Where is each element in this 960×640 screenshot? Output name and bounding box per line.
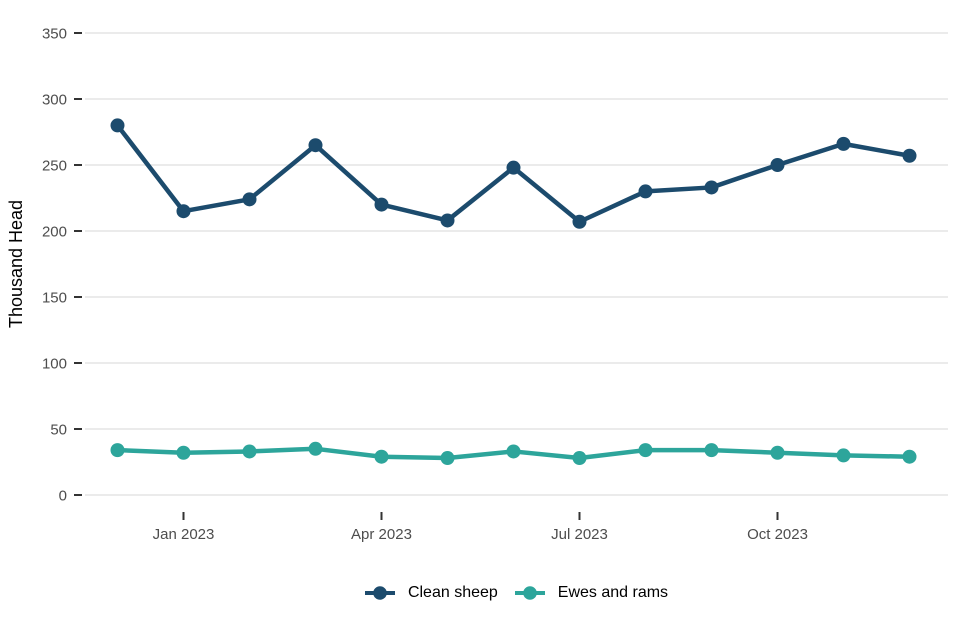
data-point-clean-sheep-feb-2023 (242, 192, 257, 207)
data-point-ewes-and-rams-may-2023 (440, 451, 455, 466)
y-tick-label-200: 200 (42, 224, 67, 241)
y-tick-label-300: 300 (42, 92, 67, 109)
data-point-ewes-and-rams-jun-2023 (506, 444, 521, 459)
data-point-clean-sheep-may-2023 (440, 213, 455, 228)
data-point-ewes-and-rams-apr-2023 (374, 449, 389, 464)
y-tick-label-250: 250 (42, 158, 67, 175)
data-point-ewes-and-rams-dec-2022 (110, 443, 125, 458)
legend-line-dot-icon (364, 586, 395, 600)
data-point-clean-sheep-oct-2023 (770, 158, 785, 172)
data-point-ewes-and-rams-mar-2023 (308, 441, 323, 456)
y-tick-label-0: 0 (59, 488, 67, 505)
y-tick-label-50: 50 (50, 422, 67, 439)
data-point-clean-sheep-apr-2023 (374, 197, 389, 212)
legend-label-ewes-and-rams: Ewes and rams (557, 584, 669, 601)
data-point-ewes-and-rams-feb-2023 (242, 444, 257, 459)
x-tick-label-apr-2023: Apr 2023 (351, 526, 412, 543)
data-point-ewes-and-rams-nov-2023 (836, 448, 851, 463)
y-tick-label-350: 350 (42, 26, 67, 43)
x-tick-label-jul-2023: Jul 2023 (551, 526, 608, 543)
legend-line-dot-icon (514, 586, 545, 600)
data-point-clean-sheep-jan-2023 (176, 204, 191, 219)
x-tick-label-oct-2023: Oct 2023 (747, 526, 808, 543)
data-point-clean-sheep-aug-2023 (638, 184, 653, 199)
legend-label-clean-sheep: Clean sheep (407, 584, 498, 601)
data-point-clean-sheep-jul-2023 (572, 214, 587, 229)
data-point-clean-sheep-nov-2023 (836, 136, 851, 151)
data-point-ewes-and-rams-dec-2023 (902, 449, 917, 464)
data-point-clean-sheep-mar-2023 (308, 138, 323, 153)
legend: Clean sheep Ewes and rams (85, 585, 948, 601)
data-point-clean-sheep-jun-2023 (506, 160, 521, 175)
legend-item-ewes-and-rams: Ewes and rams (514, 584, 669, 601)
data-point-ewes-and-rams-oct-2023 (770, 445, 785, 460)
x-tick-label-jan-2023: Jan 2023 (153, 526, 215, 543)
data-point-ewes-and-rams-jul-2023 (572, 451, 587, 466)
data-point-ewes-and-rams-sep-2023 (704, 443, 719, 458)
y-tick-label-100: 100 (42, 356, 67, 373)
data-point-ewes-and-rams-jan-2023 (176, 445, 191, 460)
y-axis-title: Thousand Head (6, 200, 26, 328)
data-point-clean-sheep-sep-2023 (704, 180, 719, 195)
data-point-ewes-and-rams-aug-2023 (638, 443, 653, 458)
y-tick-label-150: 150 (42, 290, 67, 307)
legend-item-clean-sheep: Clean sheep (364, 584, 498, 601)
data-point-clean-sheep-dec-2023 (902, 148, 917, 163)
plot-area: Thousand Head 0 50 100 150 200 250 300 350 Jan 2… (6, 26, 948, 543)
data-point-clean-sheep-dec-2022 (110, 118, 125, 133)
